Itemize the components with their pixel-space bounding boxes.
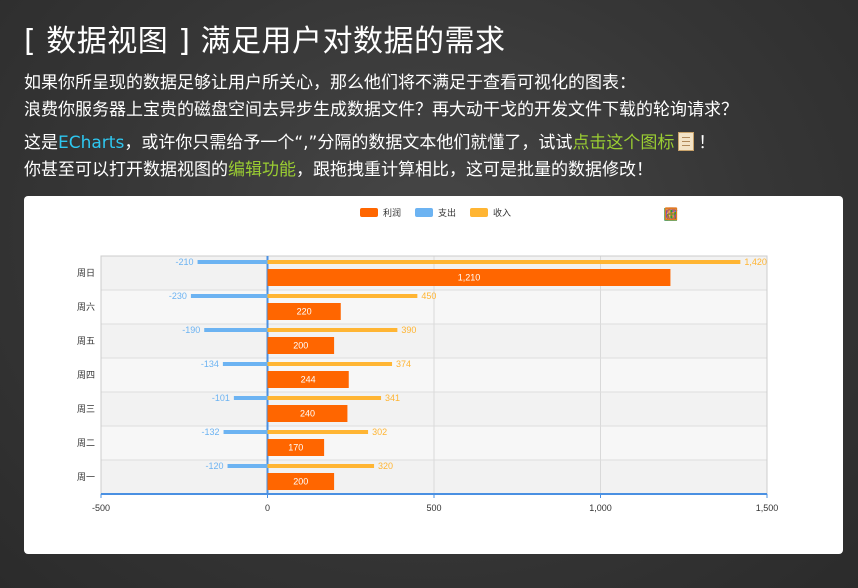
click-icon-link[interactable]: 点击这个图标 xyxy=(572,133,675,153)
data-label-expense: -190 xyxy=(182,325,200,335)
bar-profit xyxy=(267,303,341,320)
intro-line-2: 浪费你服务器上宝贵的磁盘空间去异步生成数据文件？再大动干戈的开发文件下载的轮询请… xyxy=(24,100,738,120)
intro-line-1: 如果你所呈现的数据足够让用户所关心，那么他们将不满足于查看可视化的图表： xyxy=(24,73,636,93)
save-image-icon[interactable] xyxy=(664,206,833,222)
data-label-expense: -132 xyxy=(202,427,220,437)
echarts-link[interactable]: ECharts xyxy=(58,133,125,153)
bar-profit xyxy=(267,473,335,490)
bar-expense xyxy=(204,328,268,332)
data-label-income: 390 xyxy=(401,325,416,335)
y-tick-label: 周六 xyxy=(77,301,95,312)
data-label-income: 341 xyxy=(385,393,400,403)
legend-label-profit: 利润 xyxy=(383,208,402,218)
bar-expense xyxy=(227,464,268,468)
bar-chart: -500 0 500 1,000 1,500 周一 -120 320 200 周二 -132 302 1… xyxy=(77,255,779,513)
data-label-profit: 200 xyxy=(293,341,308,351)
x-tick-label: 0 xyxy=(265,503,270,513)
edit-text-suffix: ，跟拖拽重计算相比，这可是批量的数据修改！ xyxy=(296,160,653,180)
bar-expense xyxy=(223,430,268,434)
bar-income xyxy=(267,464,375,468)
bar-income xyxy=(267,260,741,264)
data-label-income: 450 xyxy=(421,291,436,301)
data-label-expense: -134 xyxy=(201,359,219,369)
data-label-profit: 240 xyxy=(300,409,315,419)
bar-profit xyxy=(267,269,671,286)
page-title: [ 数据视图 ] 满足用户对数据的需求 xyxy=(24,24,506,59)
hint-line-2: 你甚至可以打开数据视图的编辑功能，跟拖拽重计算相比，这可是批量的数据修改！ xyxy=(24,157,715,184)
edit-text-prefix: 你甚至可以打开数据视图的 xyxy=(24,160,228,180)
edit-feature-link[interactable]: 编辑功能 xyxy=(228,160,296,180)
x-tick-label: -500 xyxy=(92,503,110,513)
y-tick-label: 周一 xyxy=(77,472,95,482)
bar-expense xyxy=(233,396,268,400)
x-tick-label: 1,000 xyxy=(589,503,612,513)
data-label-expense: -210 xyxy=(176,257,194,267)
data-label-profit: 244 xyxy=(301,375,316,385)
y-tick-label: 周五 xyxy=(77,336,95,346)
bar-profit xyxy=(267,337,335,354)
y-tick-label: 周四 xyxy=(77,370,95,380)
y-tick-label: 周二 xyxy=(77,438,95,448)
legend-label-expense: 支出 xyxy=(438,208,457,218)
legend-item-income[interactable]: 收入 xyxy=(470,206,511,219)
data-label-profit: 170 xyxy=(288,443,303,453)
bar-expense xyxy=(190,294,268,298)
hint-text-prefix: 这是 xyxy=(24,133,58,153)
legend-swatch-expense xyxy=(415,208,434,217)
y-tick-label: 周日 xyxy=(77,268,95,278)
x-tick-label: 1,500 xyxy=(756,503,779,513)
bar-income xyxy=(267,294,418,298)
bar-income xyxy=(267,362,393,366)
chart-panel: 利润 支出 收入 xyxy=(24,196,843,554)
hint-paragraph: 这是ECharts，或许你只需给予一个“,”分隔的数据文本他们就懂了，试试点击这… xyxy=(24,130,715,184)
chart-legend: 利润 支出 收入 xyxy=(360,206,511,219)
bar-profit xyxy=(267,405,348,422)
hint-text-suffix: ！ xyxy=(698,133,716,153)
bar-income xyxy=(267,430,369,434)
chart-toolbox xyxy=(663,206,833,222)
data-label-profit: 1,210 xyxy=(458,273,481,283)
x-tick-label: 500 xyxy=(426,503,441,513)
bar-expense xyxy=(197,260,268,264)
hint-text-middle: ，或许你只需给予一个“,”分隔的数据文本他们就懂了，试试 xyxy=(124,133,573,153)
bar-income xyxy=(267,328,398,332)
data-label-expense: -230 xyxy=(169,291,187,301)
legend-item-expense[interactable]: 支出 xyxy=(415,206,456,219)
data-label-expense: -120 xyxy=(206,461,224,471)
data-label-income: 320 xyxy=(378,461,393,471)
hint-line-1: 这是ECharts，或许你只需给予一个“,”分隔的数据文本他们就懂了，试试点击这… xyxy=(24,130,715,157)
legend-label-income: 收入 xyxy=(493,208,512,218)
legend-swatch-income xyxy=(470,208,489,217)
data-label-income: 374 xyxy=(396,359,411,369)
bar-income xyxy=(267,396,382,400)
bar-expense xyxy=(222,362,268,366)
bar-profit xyxy=(267,371,349,388)
data-label-expense: -101 xyxy=(212,393,230,403)
bar-profit xyxy=(267,439,325,456)
y-tick-label: 周三 xyxy=(77,404,95,414)
legend-swatch-profit xyxy=(360,208,378,217)
intro-paragraph: 如果你所呈现的数据足够让用户所关心，那么他们将不满足于查看可视化的图表： 浪费你… xyxy=(24,70,738,124)
legend-item-profit[interactable]: 利润 xyxy=(360,206,401,219)
data-label-profit: 220 xyxy=(297,307,312,317)
data-label-income: 302 xyxy=(372,427,387,437)
data-label-income: 1,420 xyxy=(744,257,767,267)
data-view-icon[interactable] xyxy=(678,132,695,151)
data-label-profit: 200 xyxy=(293,477,308,487)
